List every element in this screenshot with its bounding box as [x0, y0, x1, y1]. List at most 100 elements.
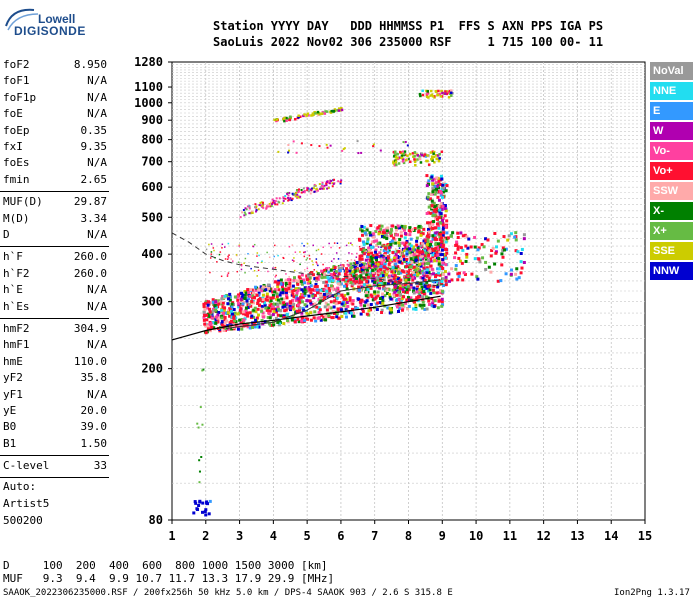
- echo-point: [440, 265, 444, 269]
- echo-point: [201, 501, 205, 505]
- echo-point: [461, 248, 465, 252]
- echo-point: [438, 152, 441, 156]
- echo-point: [377, 254, 381, 258]
- echo-point: [331, 185, 334, 188]
- echo-point: [271, 296, 275, 300]
- echo-point: [424, 155, 428, 158]
- echo-point: [288, 281, 292, 285]
- param-value: 9.35: [80, 140, 108, 153]
- echo-point: [198, 459, 201, 462]
- echo-point: [425, 174, 429, 178]
- echo-point: [418, 303, 422, 307]
- echo-point: [376, 280, 380, 284]
- echo-point: [383, 246, 387, 250]
- echo-point: [221, 313, 225, 317]
- echo-point: [386, 243, 388, 246]
- echo-point: [241, 310, 245, 314]
- echo-point: [247, 303, 251, 307]
- echo-point: [442, 186, 446, 190]
- echo-point: [209, 322, 213, 326]
- echo-point: [198, 481, 201, 484]
- echo-point: [502, 235, 506, 239]
- echo-point: [217, 302, 221, 306]
- echo-point: [408, 233, 412, 237]
- echo-point: [433, 207, 437, 211]
- echo-point: [416, 154, 420, 157]
- echo-point: [379, 227, 383, 231]
- echo-point: [294, 251, 297, 253]
- echo-point: [396, 271, 400, 275]
- echo-point: [254, 310, 258, 314]
- echo-point: [343, 302, 347, 306]
- echo-point: [285, 293, 289, 297]
- echo-point: [435, 291, 439, 295]
- echo-point: [310, 144, 313, 147]
- echo-point: [207, 314, 211, 318]
- echo-point: [357, 237, 361, 241]
- x-tick-label: 9: [439, 529, 446, 543]
- echo-point: [228, 327, 232, 331]
- echo-point: [246, 314, 250, 318]
- echo-point: [429, 264, 433, 268]
- param-name: foEp: [3, 123, 30, 137]
- echo-point: [316, 316, 320, 320]
- echo-point: [481, 256, 485, 260]
- echo-point: [333, 108, 337, 111]
- echo-point: [207, 512, 211, 516]
- echo-point: [400, 156, 403, 160]
- echo-point: [330, 109, 334, 113]
- echo-point: [239, 297, 243, 301]
- echo-point: [429, 291, 433, 295]
- echo-point: [287, 196, 290, 199]
- echo-point: [431, 211, 435, 215]
- y-tick-label: 300: [141, 295, 163, 309]
- echo-point: [412, 253, 416, 257]
- echo-point: [288, 304, 292, 308]
- echo-point: [375, 276, 379, 280]
- echo-point: [334, 272, 337, 275]
- echo-point: [408, 242, 412, 246]
- echo-point: [337, 282, 341, 286]
- echo-point: [202, 304, 206, 308]
- echo-point: [267, 203, 270, 206]
- y-tick-label: 600: [141, 180, 163, 194]
- param-name: B1: [3, 436, 17, 450]
- echo-point: [206, 306, 210, 310]
- echo-point: [273, 307, 277, 311]
- echo-point: [372, 235, 376, 239]
- echo-point: [228, 292, 232, 296]
- echo-point: [348, 268, 351, 270]
- echo-point: [368, 264, 372, 268]
- echo-point: [268, 300, 272, 304]
- echo-point: [299, 295, 303, 299]
- echo-point: [382, 258, 386, 262]
- echo-point: [428, 224, 432, 228]
- echo-point: [312, 263, 314, 266]
- echo-point: [316, 189, 319, 192]
- echo-point: [441, 91, 444, 95]
- echo-point: [205, 500, 209, 504]
- echo-point: [304, 251, 306, 253]
- echo-point: [220, 308, 224, 312]
- echo-point: [405, 250, 409, 254]
- echo-point: [397, 298, 401, 302]
- echo-point: [334, 302, 338, 306]
- echo-point: [228, 298, 232, 302]
- echo-point: [305, 311, 309, 315]
- echo-point: [394, 153, 397, 156]
- echo-point: [349, 278, 353, 282]
- echo-point: [387, 271, 389, 273]
- echo-point: [415, 290, 419, 294]
- echo-point: [378, 241, 382, 245]
- echo-point: [417, 224, 421, 228]
- echo-point: [395, 249, 399, 253]
- echo-point: [433, 236, 437, 240]
- echo-point: [336, 280, 340, 284]
- echo-point: [351, 302, 355, 306]
- echo-point: [385, 271, 387, 273]
- echo-point: [247, 297, 251, 301]
- echo-point: [284, 291, 288, 295]
- echo-point: [293, 118, 297, 121]
- echo-point: [216, 313, 220, 317]
- echo-point: [281, 288, 285, 292]
